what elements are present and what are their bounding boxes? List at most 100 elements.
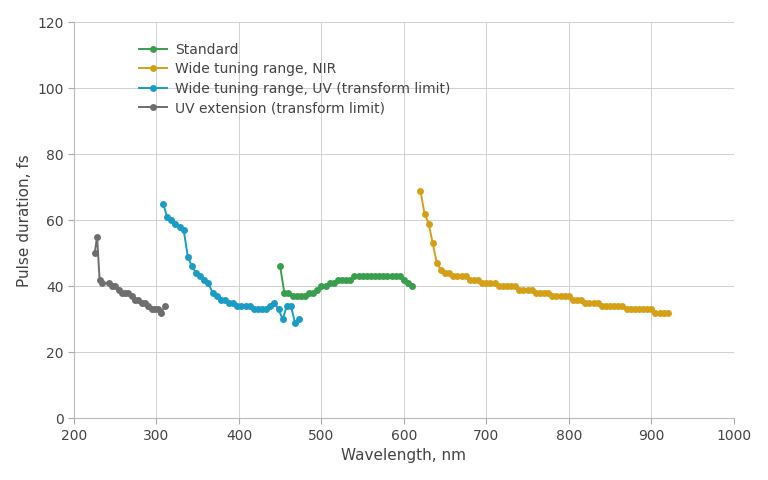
- Wide tuning range, UV (transform limit): [204, 280, 213, 286]
- Standard: [399, 277, 409, 283]
- UV extension (transform limit): [92, 234, 101, 240]
- Standard: [342, 277, 351, 283]
- Wide tuning range, UV (transform limit): [290, 320, 300, 325]
- Wide tuning range, UV (transform limit): [257, 307, 266, 312]
- Standard: [304, 290, 313, 296]
- Wide tuning range, NIR: [415, 188, 425, 193]
- Wide tuning range, NIR: [548, 293, 557, 299]
- UV extension (transform limit): [141, 300, 150, 306]
- Wide tuning range, UV (transform limit): [253, 307, 263, 312]
- UV extension (transform limit): [127, 293, 137, 299]
- UV extension (transform limit): [118, 290, 127, 296]
- Standard: [346, 277, 355, 283]
- Wide tuning range, UV (transform limit): [167, 217, 176, 223]
- UV extension (transform limit): [95, 277, 104, 283]
- Wide tuning range, UV (transform limit): [270, 300, 279, 306]
- Wide tuning range, NIR: [664, 310, 673, 315]
- Wide tuning range, UV (transform limit): [282, 303, 291, 309]
- UV extension (transform limit): [104, 280, 113, 286]
- UV extension (transform limit): [151, 307, 160, 312]
- Wide tuning range, UV (transform limit): [233, 303, 242, 309]
- UV extension (transform limit): [111, 283, 120, 289]
- UV extension (transform limit): [90, 251, 99, 256]
- Standard: [403, 280, 412, 286]
- Standard: [296, 293, 306, 299]
- Standard: [379, 274, 388, 279]
- Standard: [358, 274, 367, 279]
- X-axis label: Wavelength, nm: Wavelength, nm: [342, 448, 466, 463]
- Standard: [284, 290, 293, 296]
- Wide tuning range, UV (transform limit): [163, 214, 172, 220]
- Wide tuning range, NIR: [564, 293, 574, 299]
- Standard: [300, 293, 310, 299]
- UV extension (transform limit): [114, 287, 123, 292]
- Standard: [313, 287, 322, 292]
- Wide tuning range, UV (transform limit): [266, 303, 275, 309]
- UV extension (transform limit): [98, 280, 107, 286]
- Wide tuning range, UV (transform limit): [170, 221, 180, 227]
- UV extension (transform limit): [154, 307, 163, 312]
- Wide tuning range, NIR: [631, 307, 640, 312]
- Standard: [288, 293, 297, 299]
- Wide tuning range, UV (transform limit): [208, 290, 217, 296]
- Standard: [396, 274, 405, 279]
- Line: Wide tuning range, UV (transform limit): Wide tuning range, UV (transform limit): [160, 200, 303, 326]
- Wide tuning range, NIR: [465, 277, 475, 283]
- Wide tuning range, UV (transform limit): [249, 307, 258, 312]
- Legend: Standard, Wide tuning range, NIR, Wide tuning range, UV (transform limit), UV ex: Standard, Wide tuning range, NIR, Wide t…: [134, 37, 456, 121]
- Wide tuning range, UV (transform limit): [245, 303, 254, 309]
- Standard: [408, 283, 417, 289]
- Standard: [337, 277, 346, 283]
- Wide tuning range, UV (transform limit): [184, 254, 193, 260]
- Wide tuning range, UV (transform limit): [278, 316, 287, 322]
- UV extension (transform limit): [144, 303, 153, 309]
- Standard: [387, 274, 396, 279]
- Wide tuning range, UV (transform limit): [158, 201, 167, 206]
- Wide tuning range, UV (transform limit): [175, 224, 184, 230]
- Wide tuning range, UV (transform limit): [274, 307, 283, 312]
- Line: UV extension (transform limit): UV extension (transform limit): [91, 233, 168, 316]
- Standard: [391, 274, 400, 279]
- Standard: [280, 290, 289, 296]
- Standard: [354, 274, 363, 279]
- UV extension (transform limit): [124, 290, 133, 296]
- UV extension (transform limit): [147, 307, 156, 312]
- Wide tuning range, UV (transform limit): [200, 277, 209, 283]
- Standard: [276, 264, 285, 269]
- Standard: [292, 293, 301, 299]
- Wide tuning range, UV (transform limit): [217, 297, 226, 302]
- Standard: [333, 277, 343, 283]
- Wide tuning range, UV (transform limit): [187, 264, 197, 269]
- Wide tuning range, NIR: [474, 277, 483, 283]
- Wide tuning range, UV (transform limit): [295, 316, 304, 322]
- Wide tuning range, UV (transform limit): [220, 297, 230, 302]
- Standard: [366, 274, 376, 279]
- Standard: [362, 274, 372, 279]
- Wide tuning range, UV (transform limit): [237, 303, 246, 309]
- UV extension (transform limit): [134, 297, 143, 302]
- Wide tuning range, UV (transform limit): [224, 300, 233, 306]
- Standard: [321, 283, 330, 289]
- UV extension (transform limit): [131, 297, 140, 302]
- UV extension (transform limit): [160, 303, 169, 309]
- Wide tuning range, UV (transform limit): [196, 274, 205, 279]
- Y-axis label: Pulse duration, fs: Pulse duration, fs: [17, 154, 31, 287]
- Standard: [349, 274, 359, 279]
- Standard: [370, 274, 379, 279]
- Standard: [329, 280, 339, 286]
- Wide tuning range, NIR: [650, 310, 660, 315]
- Wide tuning range, UV (transform limit): [286, 303, 296, 309]
- Wide tuning range, NIR: [502, 283, 511, 289]
- Wide tuning range, UV (transform limit): [179, 228, 188, 233]
- Standard: [317, 283, 326, 289]
- UV extension (transform limit): [108, 283, 117, 289]
- UV extension (transform limit): [121, 290, 130, 296]
- Standard: [375, 274, 384, 279]
- UV extension (transform limit): [157, 310, 166, 315]
- Wide tuning range, UV (transform limit): [241, 303, 250, 309]
- UV extension (transform limit): [137, 300, 146, 306]
- Wide tuning range, UV (transform limit): [262, 307, 271, 312]
- Standard: [325, 280, 334, 286]
- Line: Wide tuning range, NIR: Wide tuning range, NIR: [417, 187, 671, 316]
- Wide tuning range, UV (transform limit): [229, 300, 238, 306]
